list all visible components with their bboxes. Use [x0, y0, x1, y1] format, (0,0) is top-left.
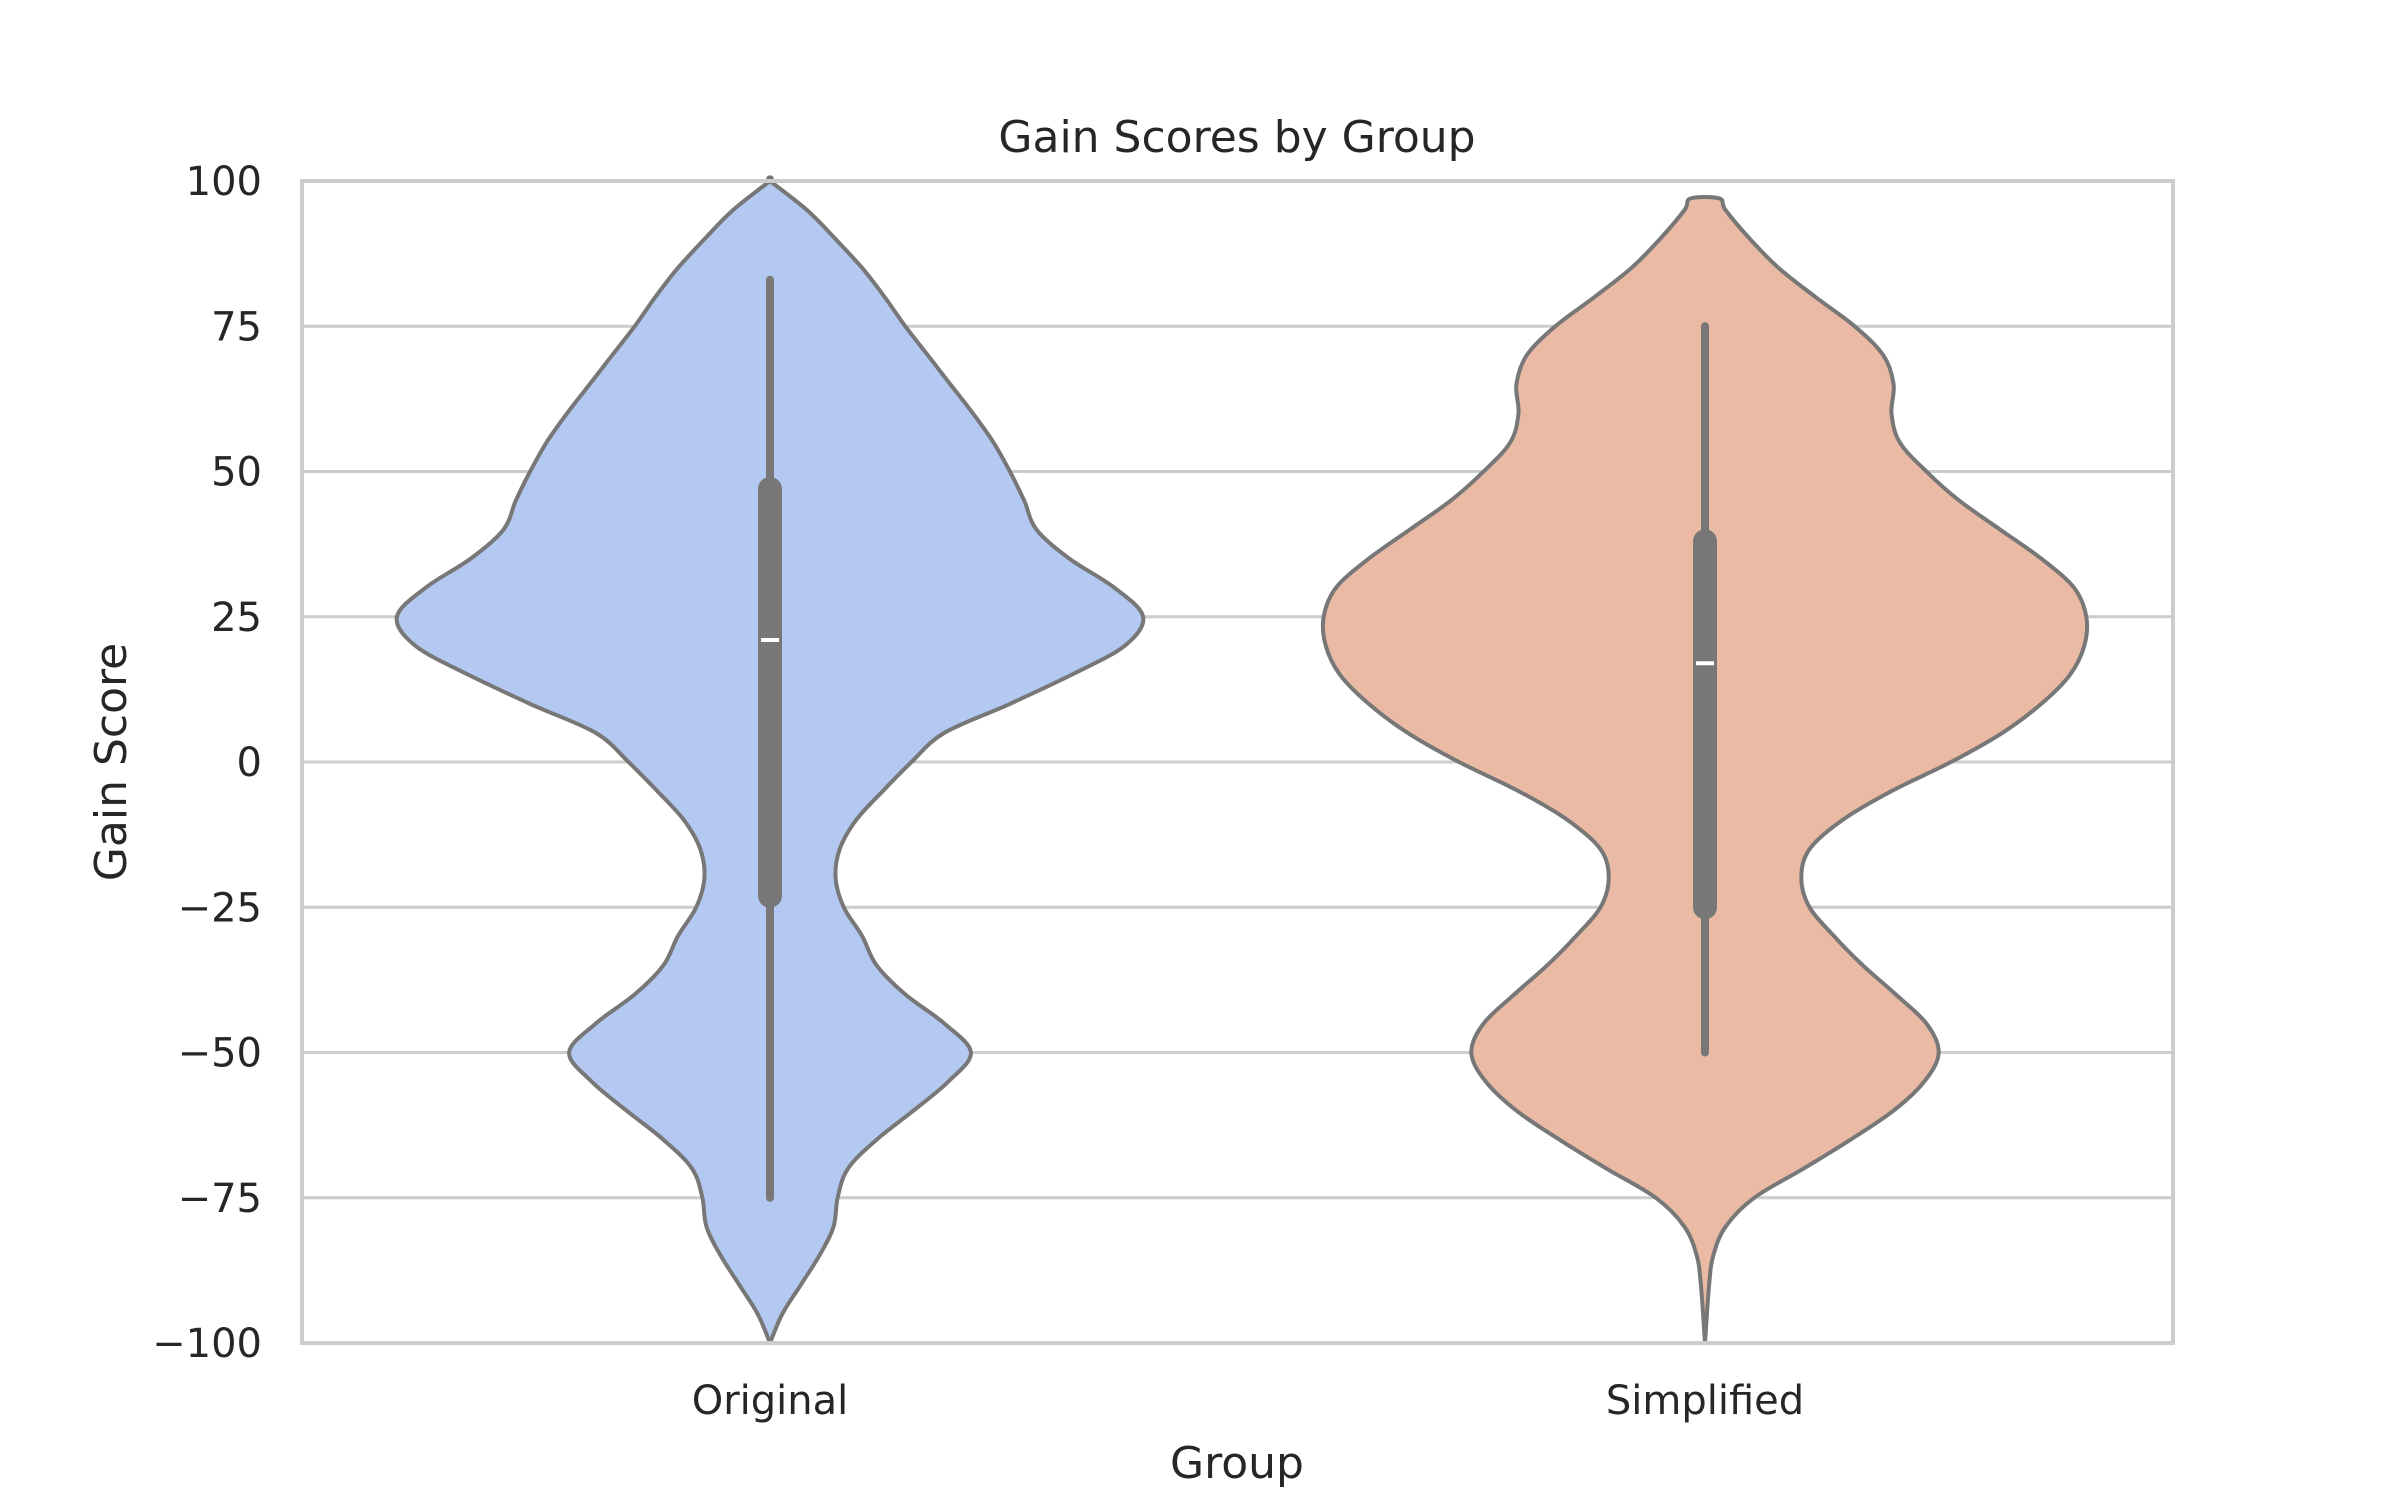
y-tick-label-3: −25 [178, 885, 262, 931]
y-tick-label-1: −75 [178, 1176, 262, 1222]
x-axis-title: Group [1170, 1438, 1304, 1489]
x-tick-labels: Original Simplified [692, 1378, 1804, 1424]
y-tick-labels: −100 −75 −50 −25 0 25 50 75 100 [152, 159, 262, 1367]
plot-frame [300, 179, 2175, 1345]
x-tick-label-original: Original [692, 1378, 849, 1424]
x-tick-label-simplified: Simplified [1606, 1378, 1804, 1424]
y-tick-label-0: −100 [152, 1321, 262, 1367]
y-axis-title: Gain Score [86, 643, 137, 881]
y-tick-label-2: −50 [178, 1031, 262, 1077]
y-tick-label-6: 50 [211, 450, 262, 496]
y-tick-label-5: 25 [211, 595, 262, 641]
y-tick-label-7: 75 [211, 304, 262, 350]
y-tick-label-4: 0 [237, 740, 262, 786]
box-markers [758, 275, 1717, 1202]
y-tick-label-8: 100 [186, 159, 262, 205]
chart-title: Gain Scores by Group [998, 112, 1475, 163]
